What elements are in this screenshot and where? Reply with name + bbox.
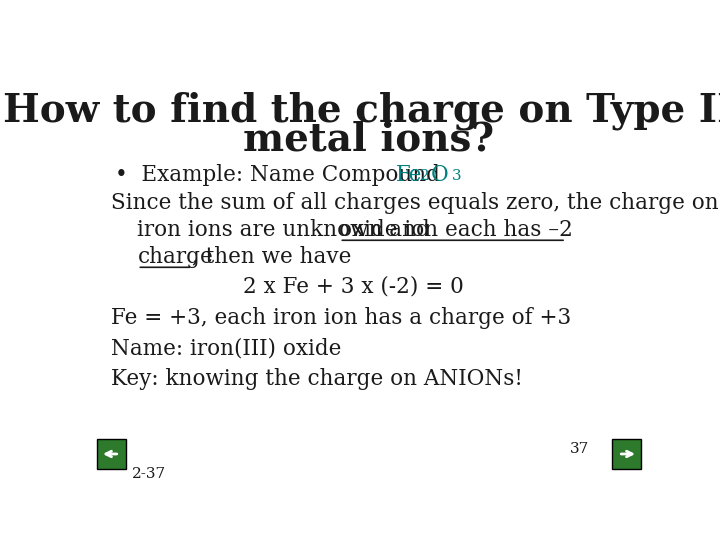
Text: Fe: Fe bbox=[396, 164, 422, 186]
Text: 2-37: 2-37 bbox=[132, 467, 166, 481]
Text: 2 x Fe + 3 x (-2) = 0: 2 x Fe + 3 x (-2) = 0 bbox=[243, 275, 464, 298]
Text: , then we have: , then we have bbox=[192, 246, 351, 268]
Text: O: O bbox=[431, 164, 448, 186]
Text: Name: iron(III) oxide: Name: iron(III) oxide bbox=[111, 337, 341, 359]
Text: 37: 37 bbox=[570, 442, 590, 456]
Text: Key: knowing the charge on ANIONs!: Key: knowing the charge on ANIONs! bbox=[111, 368, 523, 389]
Text: oxide ion each has –2: oxide ion each has –2 bbox=[339, 219, 573, 241]
Text: iron ions are unknown and: iron ions are unknown and bbox=[138, 219, 437, 241]
Text: 2: 2 bbox=[420, 169, 429, 183]
FancyBboxPatch shape bbox=[612, 439, 642, 469]
Text: 3: 3 bbox=[451, 169, 462, 183]
Text: How to find the charge on Type II: How to find the charge on Type II bbox=[3, 92, 720, 130]
Text: Fe = +3, each iron ion has a charge of +3: Fe = +3, each iron ion has a charge of +… bbox=[111, 307, 572, 329]
FancyBboxPatch shape bbox=[96, 439, 126, 469]
Text: metal ions?: metal ions? bbox=[243, 121, 495, 159]
Text: •  Example: Name Compound: • Example: Name Compound bbox=[115, 164, 447, 186]
Text: charge: charge bbox=[138, 246, 213, 268]
Text: Since the sum of all charges equals zero, the charge on: Since the sum of all charges equals zero… bbox=[111, 192, 719, 214]
